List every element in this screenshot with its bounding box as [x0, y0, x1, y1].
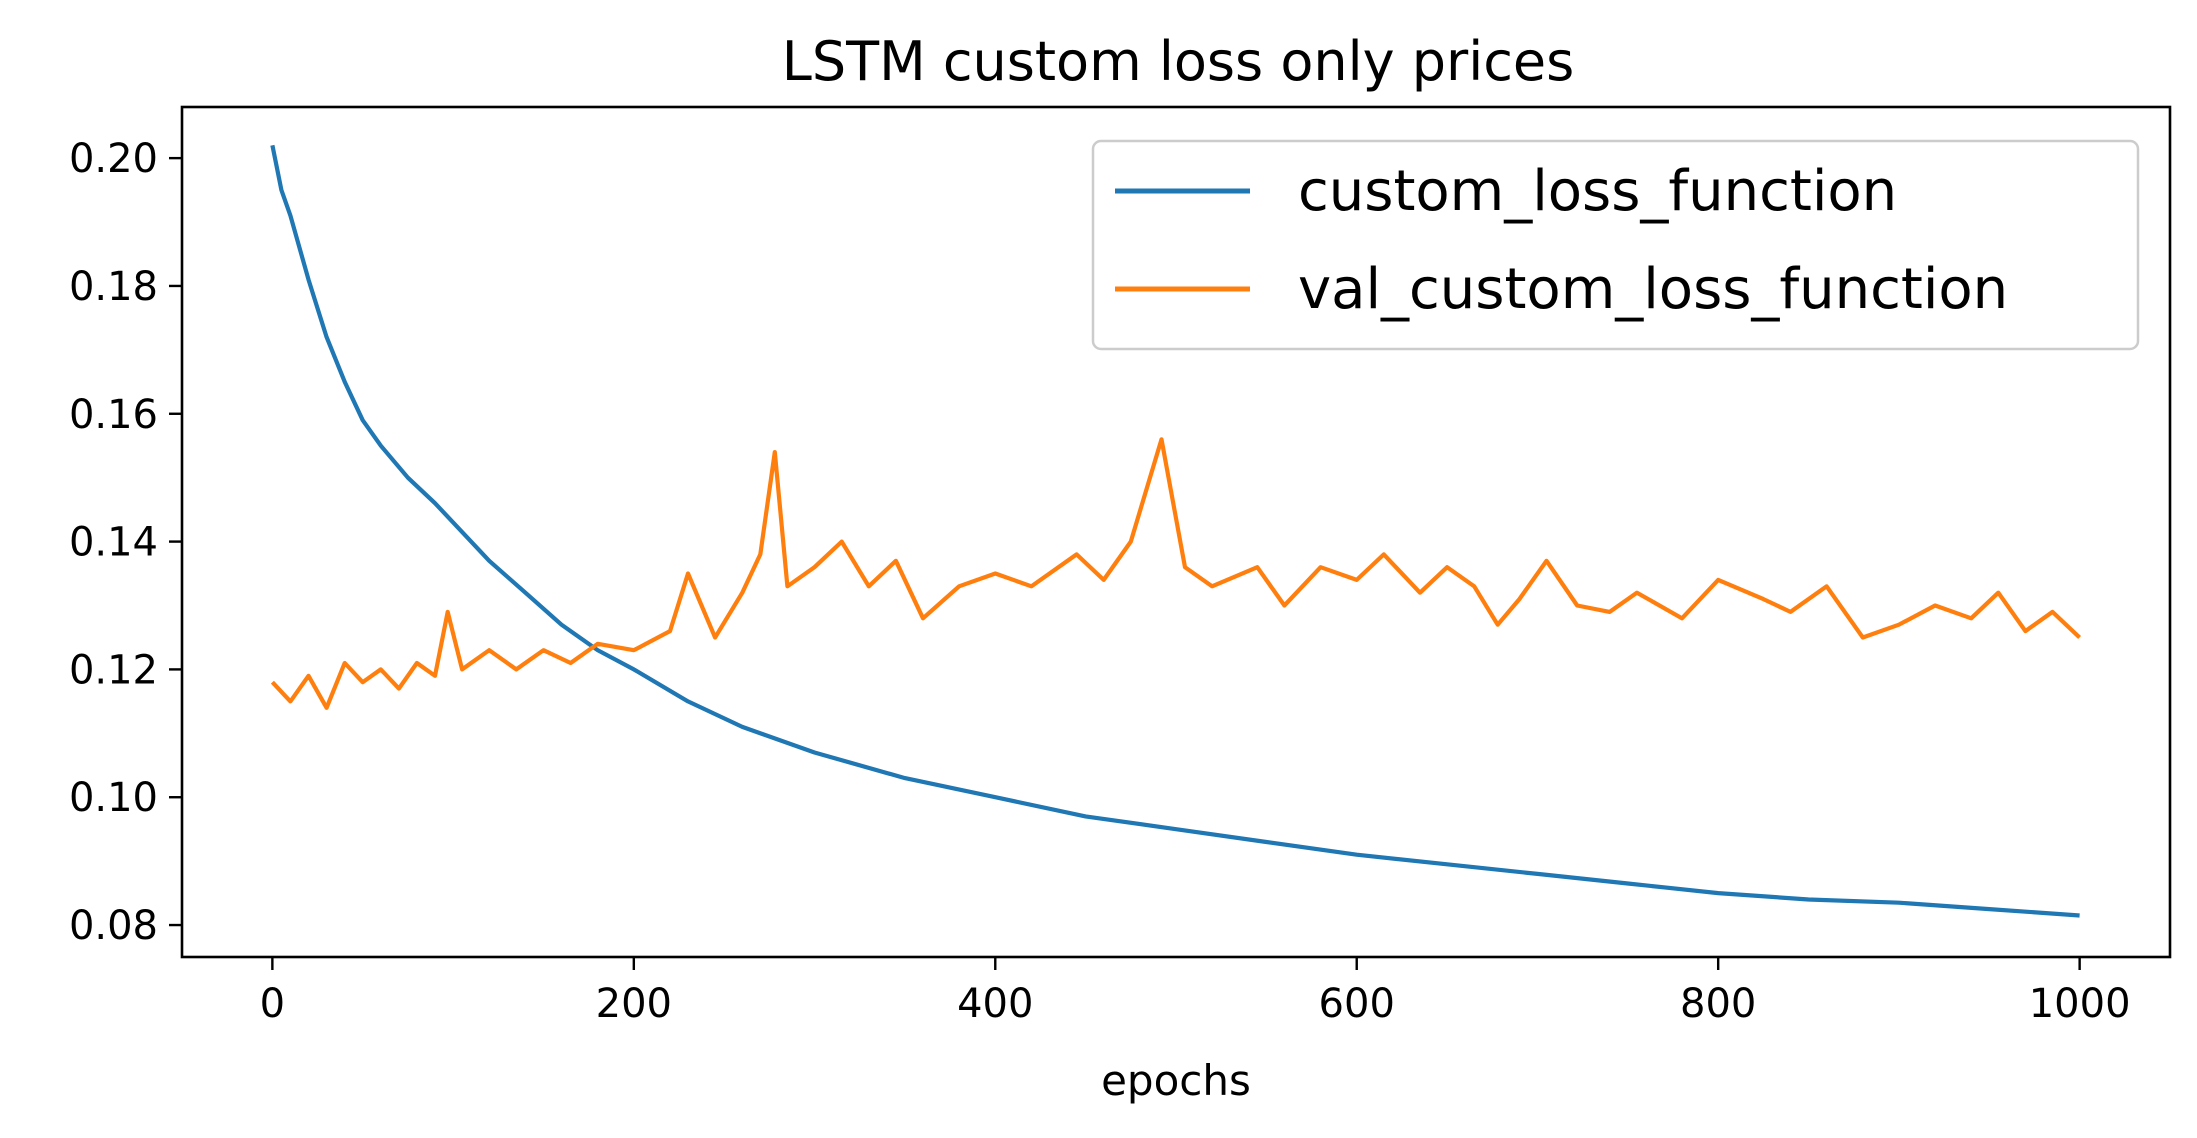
y-tick-label: 0.16	[69, 392, 158, 438]
legend-label-custom-loss: custom_loss_function	[1298, 159, 1897, 224]
x-tick-label: 600	[1319, 981, 1395, 1027]
y-tick-label: 0.10	[69, 775, 158, 821]
x-axis-label: epochs	[1101, 1056, 1251, 1105]
y-tick-label: 0.08	[69, 903, 158, 949]
x-tick-label: 200	[596, 981, 672, 1027]
x-tick-label: 1000	[2029, 981, 2131, 1027]
plot-frame	[180, 105, 2172, 959]
y-tick-label: 0.14	[69, 520, 158, 566]
x-tick-label: 800	[1680, 981, 1756, 1027]
series-line-val-custom-loss-function	[270, 437, 2082, 710]
legend-box	[1091, 139, 2140, 351]
y-tick-label: 0.20	[69, 136, 158, 182]
y-tick-label: 0.12	[69, 647, 158, 693]
legend: custom_loss_function val_custom_loss_fun…	[1091, 139, 2140, 351]
series-line-custom-loss-function	[270, 144, 2080, 918]
chart-title: LSTM custom loss only prices	[782, 30, 1575, 93]
y-tick-label: 0.18	[69, 264, 158, 310]
x-tick-label: 400	[957, 981, 1033, 1027]
x-tick-label: 0	[260, 981, 285, 1027]
legend-label-val-custom-loss: val_custom_loss_function	[1298, 257, 2008, 322]
